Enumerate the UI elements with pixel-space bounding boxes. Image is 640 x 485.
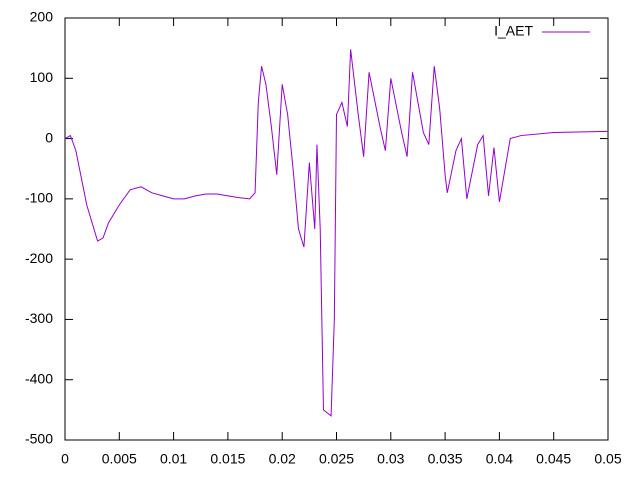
y-tick-label: -200 xyxy=(25,250,53,266)
x-tick-label: 0 xyxy=(61,451,69,467)
y-tick-label: -300 xyxy=(25,310,53,326)
y-tick-label: -500 xyxy=(25,431,53,447)
plot-border xyxy=(64,17,609,441)
x-tick-label: 0.015 xyxy=(210,451,245,467)
y-tick-label: -100 xyxy=(25,190,53,206)
legend-label: I_AET xyxy=(494,23,533,39)
x-tick-label: 0.01 xyxy=(160,451,187,467)
data-line xyxy=(64,49,609,417)
x-tick-label: 0.02 xyxy=(269,451,296,467)
x-tick-label: 0.005 xyxy=(102,451,137,467)
y-tick-label: -400 xyxy=(25,370,53,386)
x-tick-label: 0.04 xyxy=(486,451,513,467)
x-tick-label: 0.05 xyxy=(594,451,621,467)
x-tick-label: 0.045 xyxy=(536,451,571,467)
y-tick-label: 100 xyxy=(30,69,54,85)
x-tick-label: 0.025 xyxy=(319,451,354,467)
x-tick-label: 0.03 xyxy=(377,451,404,467)
x-tick-label: 0.035 xyxy=(428,451,463,467)
y-tick-label: 200 xyxy=(30,9,54,25)
y-tick-label: 0 xyxy=(45,129,53,145)
